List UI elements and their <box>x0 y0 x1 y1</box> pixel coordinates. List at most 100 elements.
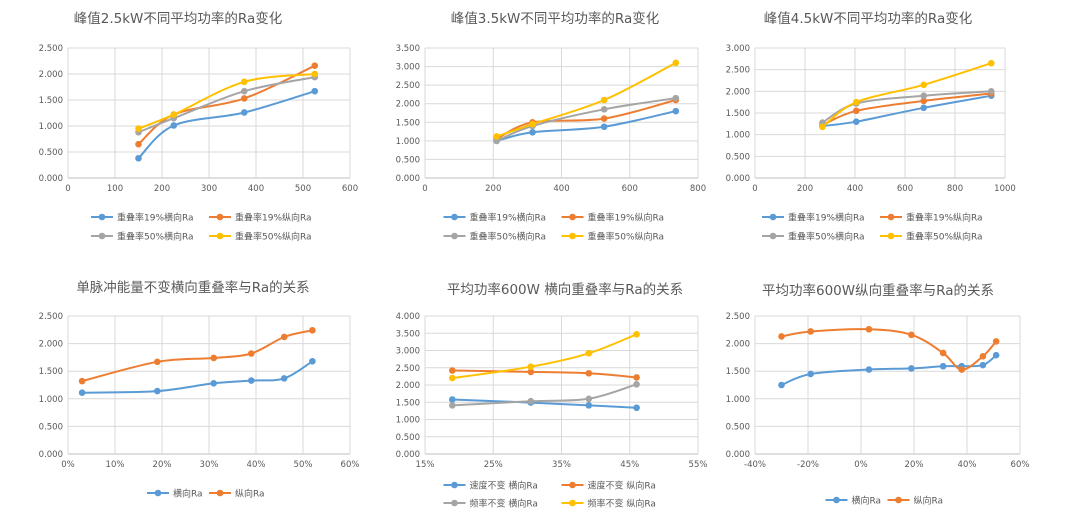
data-point <box>633 381 640 388</box>
y-tick-label: 1.000 <box>396 137 420 147</box>
data-point <box>992 351 1000 359</box>
y-tick-label: 0.500 <box>726 422 750 432</box>
data-point <box>135 154 142 162</box>
chart-title: 单脉冲能量不变横向重叠率与Ra的关系 <box>76 279 309 296</box>
data-point <box>210 354 217 362</box>
data-point <box>449 402 456 409</box>
x-tick-label: 60% <box>1011 460 1030 470</box>
data-point <box>920 81 928 89</box>
y-tick-label: 0.500 <box>39 148 63 158</box>
data-point <box>852 98 860 106</box>
x-tick-label: 200 <box>485 184 501 194</box>
data-point <box>585 349 593 357</box>
data-point <box>819 123 826 131</box>
data-point <box>248 350 255 357</box>
x-tick-label: 100 <box>107 184 123 194</box>
data-point <box>600 123 608 131</box>
legend-label: 频率不变 横向Ra <box>470 498 538 510</box>
chart-panel-3: 峰值4.5kW不同平均功率的Ra变化 0.000 0.500 1.000 1.500 2.… <box>726 10 1016 243</box>
series-line <box>821 90 992 124</box>
legend-label: 速度不变 纵向Ra <box>588 480 656 492</box>
legend-label: 重叠率50%纵向Ra <box>588 231 665 243</box>
series-line <box>822 92 992 127</box>
data-point <box>979 352 987 360</box>
data-point <box>78 377 86 385</box>
legend-label: 频率不变 纵向Ra <box>588 498 656 510</box>
legend-label: 重叠率50%横向Ra <box>117 231 194 243</box>
y-tick-label: 0.000 <box>396 450 420 460</box>
y-tick-label: 1.000 <box>39 395 63 405</box>
data-point <box>778 381 785 389</box>
data-point <box>807 370 814 378</box>
data-point <box>633 404 640 412</box>
series-line <box>496 110 677 142</box>
legend-label: 重叠率19%横向Ra <box>788 212 865 224</box>
x-tick-label: 40% <box>958 460 977 470</box>
data-point <box>240 78 248 86</box>
y-tick-label: 0.000 <box>39 450 63 460</box>
data-point <box>154 387 161 395</box>
data-point <box>311 70 319 78</box>
x-tick-label: 30% <box>200 460 219 470</box>
y-tick-label: 1.500 <box>39 367 63 377</box>
x-tick-label: 20% <box>905 460 924 470</box>
y-tick-label: 0.500 <box>396 155 420 165</box>
data-point <box>865 366 873 373</box>
y-tick-label: 1.500 <box>39 96 63 106</box>
x-tick-label: 400 <box>847 184 863 194</box>
x-tick-label: 400 <box>248 184 264 194</box>
series-line <box>496 62 677 138</box>
series-line <box>137 64 316 145</box>
x-tick-label: 10% <box>106 460 125 470</box>
legend-swatch-marker <box>887 232 895 240</box>
legend-label: 纵向Ra <box>914 495 944 507</box>
y-tick-label: 2.000 <box>39 340 63 350</box>
x-tick-label: 200 <box>154 184 170 194</box>
y-tick-label: 1.500 <box>396 118 420 128</box>
y-tick-label: 0.500 <box>396 433 420 443</box>
chart-panel-4: 单脉冲能量不变横向重叠率与Ra的关系 0.000 0.500 1.000 1.500 2.… <box>39 279 360 500</box>
x-tick-label: 20% <box>153 460 172 470</box>
x-tick-label: 50% <box>294 460 313 470</box>
x-tick-label: 40% <box>247 460 266 470</box>
legend-label: 重叠率50%横向Ra <box>470 231 547 243</box>
legend-swatch-marker <box>569 499 576 507</box>
x-tick-label: 1000 <box>994 184 1016 194</box>
x-tick-label: 0 <box>422 184 427 194</box>
series-line <box>781 328 997 371</box>
data-point <box>633 330 640 338</box>
data-point <box>449 396 456 403</box>
x-tick-label: 0% <box>61 460 75 470</box>
y-tick-label: 0.500 <box>39 422 63 432</box>
chart-title: 平均功率600W 横向重叠率与Ra的关系 <box>447 281 683 298</box>
data-point <box>633 374 640 381</box>
x-tick-label: 800 <box>947 184 963 194</box>
legend-label: 重叠率19%横向Ra <box>117 212 194 224</box>
y-tick-label: 0.500 <box>726 152 750 162</box>
data-point <box>920 97 928 105</box>
data-point <box>280 333 288 341</box>
x-tick-label: 55% <box>689 460 708 470</box>
y-tick-label: 0.000 <box>726 450 750 460</box>
legend-label: 重叠率19%纵向Ra <box>235 212 312 224</box>
y-tick-label: 2.000 <box>396 381 420 391</box>
legend-swatch-marker <box>216 232 224 240</box>
legend-label: 重叠率19%纵向Ra <box>906 212 983 224</box>
legend-swatch-marker <box>569 213 576 221</box>
chart-title: 峰值3.5kW不同平均功率的Ra变化 <box>451 10 660 27</box>
data-point <box>672 107 680 115</box>
x-tick-label: 400 <box>553 184 569 194</box>
series-line <box>496 97 676 142</box>
y-tick-label: 1.500 <box>726 367 750 377</box>
x-tick-label: 500 <box>295 184 311 194</box>
legend-swatch-marker <box>769 232 777 240</box>
data-point <box>585 395 593 403</box>
y-tick-label: 2.500 <box>39 44 63 54</box>
y-tick-label: 3.000 <box>396 347 420 357</box>
data-point <box>170 122 178 129</box>
data-point <box>248 377 255 384</box>
legend-swatch-marker <box>833 496 840 504</box>
x-tick-label: 60% <box>341 460 360 470</box>
data-point <box>240 95 248 102</box>
y-tick-label: 0.000 <box>39 174 63 184</box>
